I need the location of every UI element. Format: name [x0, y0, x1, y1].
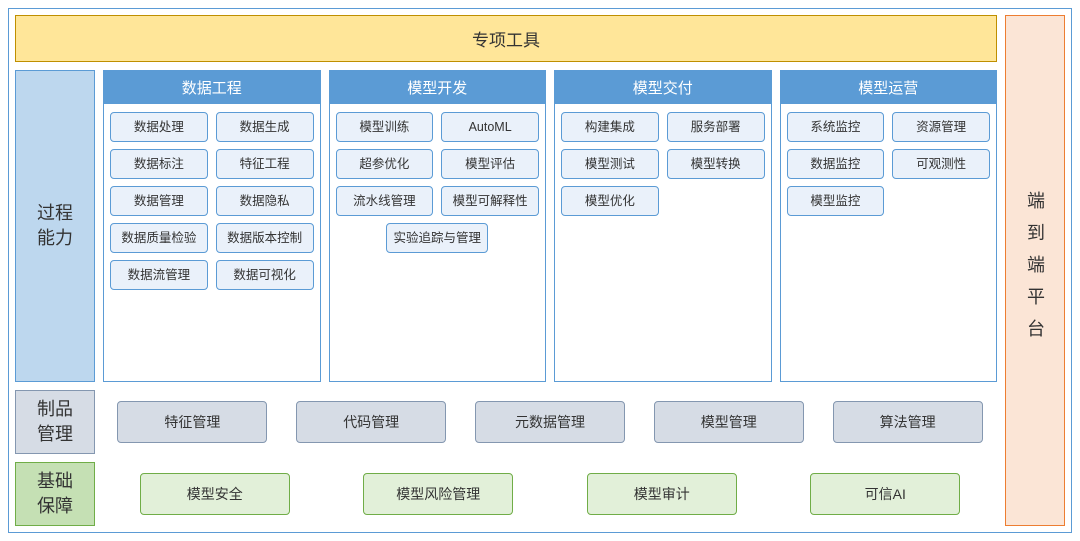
base-label: 基础 保障 [15, 462, 95, 526]
process-column: 数据工程数据处理数据生成数据标注特征工程数据管理数据隐私数据质量检验数据版本控制… [103, 70, 321, 382]
capability-chip: 模型评估 [441, 149, 539, 179]
base-chip: 模型风险管理 [363, 473, 513, 515]
capability-chip: 模型可解释性 [441, 186, 539, 216]
base-row: 基础 保障 模型安全 模型风险管理 模型审计 可信AI [15, 462, 997, 526]
capability-chip: 模型监控 [787, 186, 885, 216]
column-body: 构建集成服务部署模型测试模型转换模型优化 [555, 104, 771, 224]
capability-chip: AutoML [441, 112, 539, 142]
side-column: 端到端平台 [1005, 15, 1065, 526]
artifact-label: 制品 管理 [15, 390, 95, 454]
artifact-items: 特征管理代码管理元数据管理模型管理算法管理 [103, 390, 997, 454]
column-body: 模型训练AutoML超参优化模型评估流水线管理模型可解释性实验追踪与管理 [330, 104, 546, 261]
process-column: 模型开发模型训练AutoML超参优化模型评估流水线管理模型可解释性实验追踪与管理 [329, 70, 547, 382]
capability-chip: 数据可视化 [216, 260, 314, 290]
capability-chip: 模型转换 [667, 149, 765, 179]
process-column: 模型交付构建集成服务部署模型测试模型转换模型优化 [554, 70, 772, 382]
column-header: 模型开发 [330, 71, 546, 104]
tools-title: 专项工具 [472, 31, 540, 50]
column-header: 模型交付 [555, 71, 771, 104]
artifact-chip: 算法管理 [833, 401, 983, 443]
diagram-root: 专项工具 过程 能力 数据工程数据处理数据生成数据标注特征工程数据管理数据隐私数… [8, 8, 1072, 533]
capability-chip: 系统监控 [787, 112, 885, 142]
capability-chip: 数据处理 [110, 112, 208, 142]
tools-bar: 专项工具 [15, 15, 997, 62]
process-label-text: 过程 能力 [37, 201, 73, 251]
artifact-chip: 特征管理 [117, 401, 267, 443]
capability-chip: 数据版本控制 [216, 223, 314, 253]
capability-chip: 数据管理 [110, 186, 208, 216]
capability-chip: 数据质量检验 [110, 223, 208, 253]
base-chip: 可信AI [810, 473, 960, 515]
column-header: 数据工程 [104, 71, 320, 104]
capability-chip: 可观测性 [892, 149, 990, 179]
artifact-label-text: 制品 管理 [37, 397, 73, 447]
column-body: 系统监控资源管理数据监控可观测性模型监控 [781, 104, 997, 224]
capability-chip: 特征工程 [216, 149, 314, 179]
capability-chip: 构建集成 [561, 112, 659, 142]
base-items: 模型安全 模型风险管理 模型审计 可信AI [103, 462, 997, 526]
capability-chip: 数据标注 [110, 149, 208, 179]
capability-chip: 数据隐私 [216, 186, 314, 216]
capability-chip: 实验追踪与管理 [386, 223, 488, 253]
process-label: 过程 能力 [15, 70, 95, 382]
side-title: 端到端平台 [1022, 191, 1048, 351]
column-header: 模型运营 [781, 71, 997, 104]
base-chip: 模型安全 [140, 473, 290, 515]
artifact-chip: 模型管理 [654, 401, 804, 443]
capability-chip: 模型训练 [336, 112, 434, 142]
capability-chip: 超参优化 [336, 149, 434, 179]
artifact-row: 制品 管理 特征管理代码管理元数据管理模型管理算法管理 [15, 390, 997, 454]
capability-chip: 数据生成 [216, 112, 314, 142]
process-column: 模型运营系统监控资源管理数据监控可观测性模型监控 [780, 70, 998, 382]
process-row: 过程 能力 数据工程数据处理数据生成数据标注特征工程数据管理数据隐私数据质量检验… [15, 70, 997, 382]
column-body: 数据处理数据生成数据标注特征工程数据管理数据隐私数据质量检验数据版本控制数据流管… [104, 104, 320, 298]
artifact-chip: 代码管理 [296, 401, 446, 443]
capability-chip: 流水线管理 [336, 186, 434, 216]
main-column: 专项工具 过程 能力 数据工程数据处理数据生成数据标注特征工程数据管理数据隐私数… [15, 15, 997, 526]
capability-chip: 数据监控 [787, 149, 885, 179]
artifact-chip: 元数据管理 [475, 401, 625, 443]
base-label-text: 基础 保障 [37, 469, 73, 519]
capability-chip: 资源管理 [892, 112, 990, 142]
capability-chip: 模型优化 [561, 186, 659, 216]
capability-chip: 模型测试 [561, 149, 659, 179]
base-chip: 模型审计 [587, 473, 737, 515]
process-columns: 数据工程数据处理数据生成数据标注特征工程数据管理数据隐私数据质量检验数据版本控制… [103, 70, 997, 382]
capability-chip: 服务部署 [667, 112, 765, 142]
capability-chip: 数据流管理 [110, 260, 208, 290]
